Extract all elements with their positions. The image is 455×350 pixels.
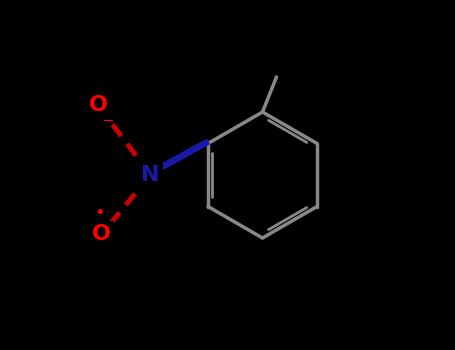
Text: O: O [92,224,111,245]
Text: N: N [141,165,160,185]
Text: O: O [89,95,107,115]
Text: •: • [94,204,105,222]
Text: −: − [101,113,114,128]
